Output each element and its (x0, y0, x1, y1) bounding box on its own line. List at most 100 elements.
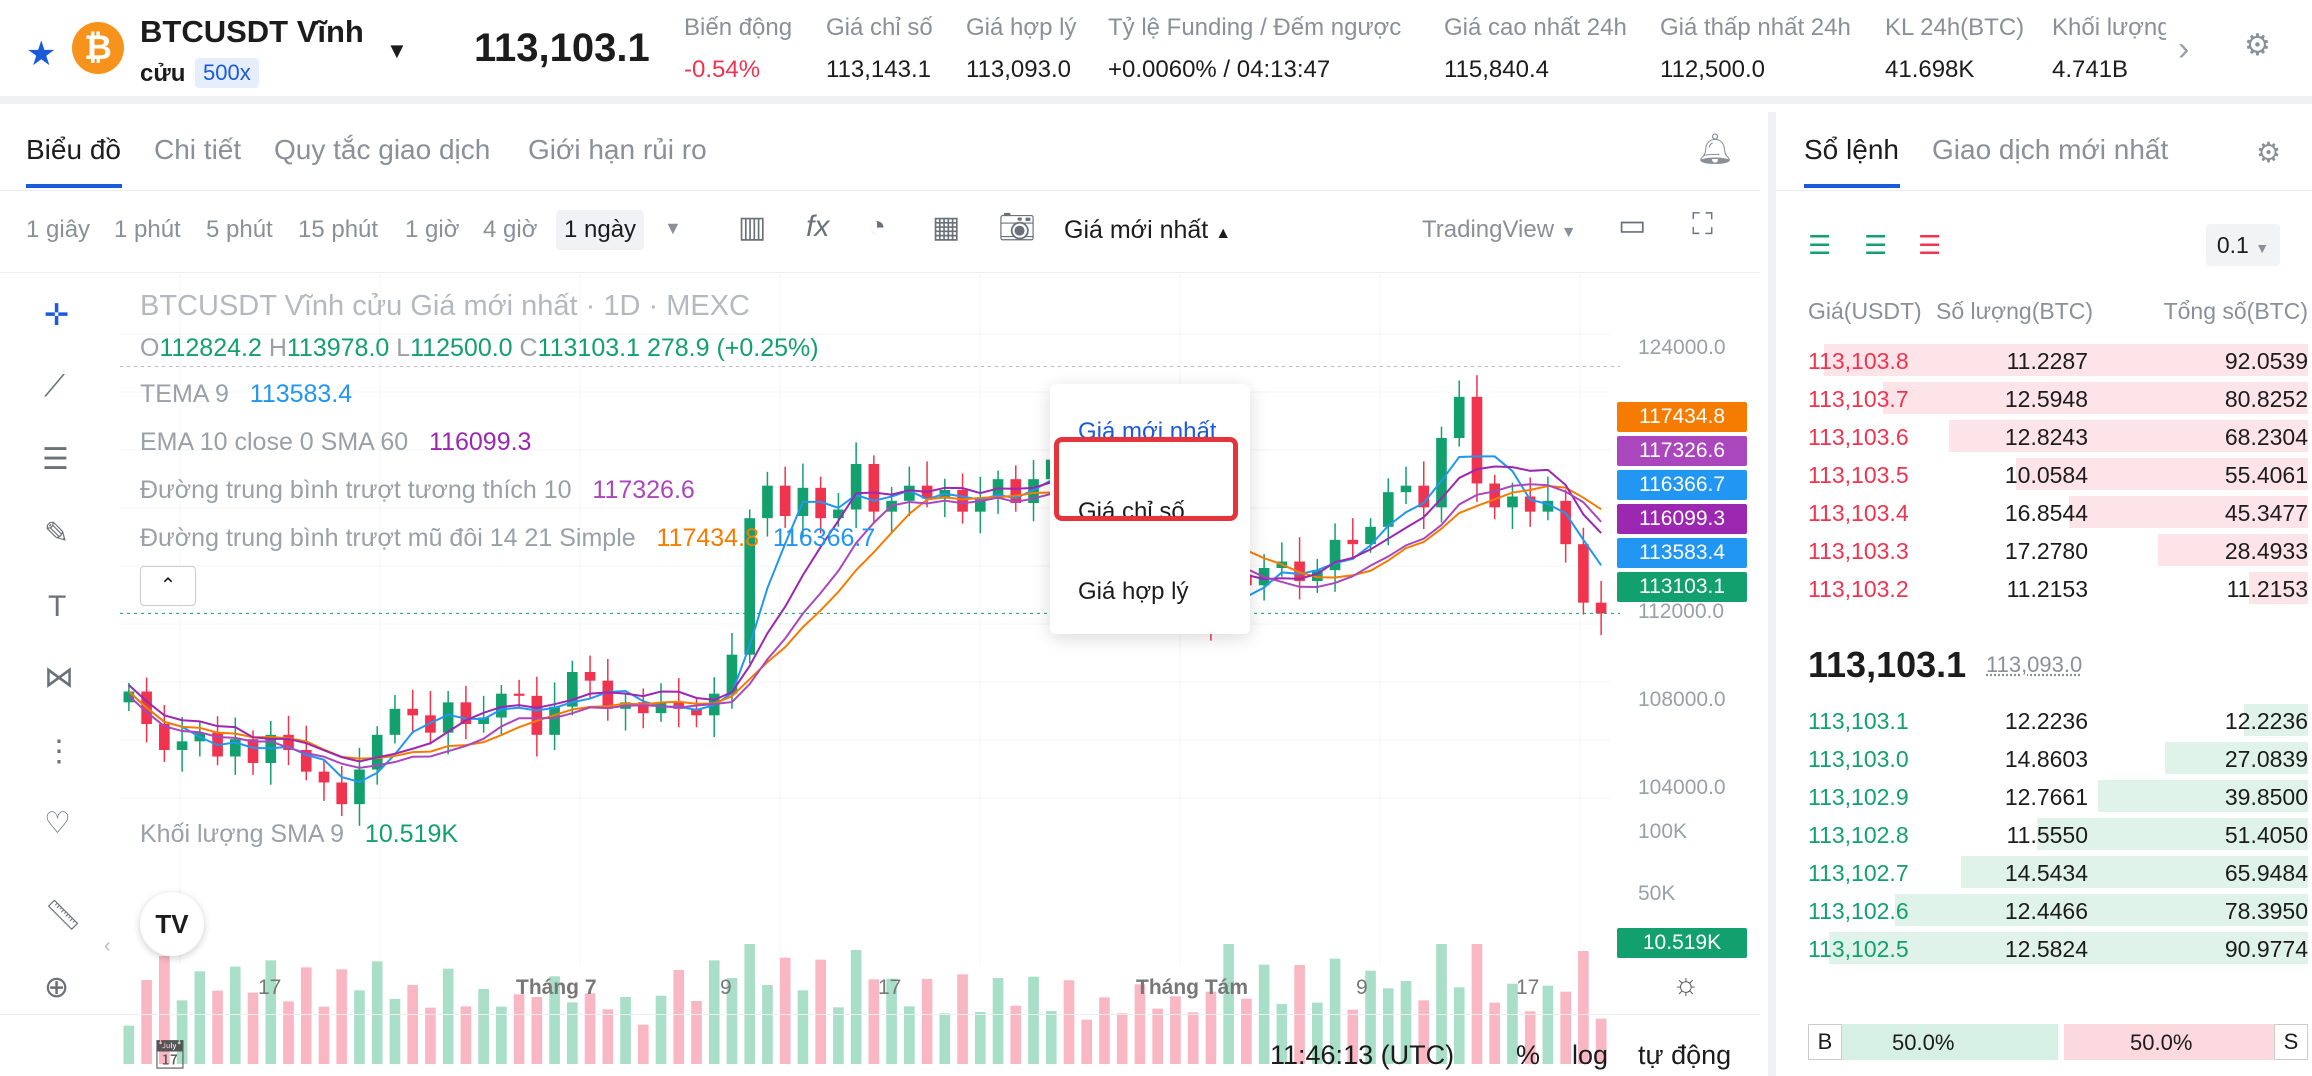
divider (1776, 190, 2312, 191)
text-tool-icon[interactable]: T (48, 590, 66, 624)
indicator-name: TEMA 9 (140, 380, 229, 408)
orderbook-row[interactable]: 113,103.0 14.8603 27.0839 (1808, 742, 2308, 774)
timeframe-4h[interactable]: 4 giờ (483, 216, 537, 244)
chart-settings-gear-icon[interactable]: ☼ (1672, 968, 1700, 1002)
orderbook-row[interactable]: 113,103.8 11.2287 92.0539 (1808, 344, 2308, 376)
pattern-icon[interactable]: ⋈ (44, 660, 74, 695)
caret-up-icon: ▲ (1215, 225, 1231, 242)
price-chart[interactable] (120, 274, 1760, 1064)
auto-scale-toggle[interactable]: tự động (1638, 1040, 1731, 1071)
volume-bar (638, 1025, 649, 1064)
fib-lines-icon[interactable]: ☰ (42, 442, 69, 477)
price-tag: 117326.6 (1617, 436, 1747, 466)
volume-bar (407, 985, 418, 1064)
percent-toggle[interactable]: % (1516, 1040, 1540, 1071)
settings-sliders-icon[interactable]: ⚙ (2244, 28, 2271, 63)
volume-tag: 10.519K (1617, 928, 1747, 958)
fullscreen-icon[interactable]: ⛶ (1692, 208, 1713, 242)
timeframe-1d[interactable]: 1 ngày (556, 210, 644, 250)
orderbook-row[interactable]: 113,102.6 12.4466 78.3950 (1808, 894, 2308, 926)
orderbook-row[interactable]: 113,103.7 12.5948 80.8252 (1808, 382, 2308, 414)
volume-bar (1241, 999, 1252, 1064)
orderbook-row[interactable]: 113,103.5 10.0584 55.4061 (1808, 458, 2308, 490)
dashboard-icon[interactable]: ◔ (868, 210, 886, 244)
y-tick: 104000.0 (1638, 776, 1726, 800)
view-bids-icon[interactable]: ☰ (1864, 230, 1887, 261)
ohlc-change: 278.9 (+0.25%) (647, 334, 819, 362)
tab-trading-rules[interactable]: Quy tắc giao dịch (274, 134, 490, 166)
price-type-selector[interactable]: Giá mới nhất ▲ (1064, 216, 1231, 245)
candle-body (390, 709, 401, 735)
timeframe-1m[interactable]: 1 phút (114, 216, 181, 244)
volume-bar (798, 990, 809, 1064)
tab-details[interactable]: Chi tiết (154, 134, 241, 166)
timeframe-1h[interactable]: 1 giờ (405, 216, 459, 244)
col-qty: Số lượng(BTC) (1936, 298, 2086, 325)
x-tick: 17 (1516, 976, 1539, 1000)
chevron-right-icon[interactable]: › (2178, 30, 2189, 69)
volume-bar (1223, 944, 1234, 1064)
indicators-fx-icon[interactable]: fx (806, 210, 829, 244)
tradingview-selector[interactable]: TradingView ▼ (1422, 216, 1577, 244)
ticker-header: ★ ₿ BTCUSDT Vĩnh cửu 500x ▼ 113,103.1 Bi… (0, 0, 2312, 104)
volume-bar (940, 1013, 951, 1064)
timeframe-1s[interactable]: 1 giây (26, 216, 90, 244)
trendline-icon[interactable]: ⟋ (44, 370, 65, 404)
timeframe-5m[interactable]: 5 phút (206, 216, 273, 244)
candle-body (957, 490, 968, 512)
leverage-badge[interactable]: 500x (195, 58, 259, 88)
ohlc-high: 113978.0 (287, 334, 389, 362)
symbol-name-line2[interactable]: cửu (140, 60, 185, 88)
candle-type-icon[interactable]: ▥ (738, 210, 766, 245)
orderbook-row[interactable]: 113,103.6 12.8243 68.2304 (1808, 420, 2308, 452)
precision-select[interactable]: 0.1 ▼ (2206, 224, 2280, 266)
utc-clock[interactable]: 11:46:13 (UTC) (1270, 1040, 1454, 1071)
volume-bar (1543, 986, 1554, 1064)
mark-price[interactable]: 113,093.0 (1986, 652, 2082, 678)
orderbook-row[interactable]: 113,103.3 17.2780 28.4933 (1808, 534, 2308, 566)
layout-grid-icon[interactable]: ▦ (932, 210, 960, 245)
log-toggle[interactable]: log (1572, 1040, 1608, 1071)
bell-icon[interactable]: 🔔︎ (1696, 132, 1734, 167)
collapse-legend-icon[interactable]: ⌃ (140, 566, 196, 606)
indicator-ema: EMA 10 close 0 SMA 60 116099.3 (140, 428, 531, 457)
ruler-icon[interactable]: 📏︎ (44, 898, 82, 933)
camera-icon[interactable]: 📷︎ (998, 210, 1036, 245)
favorite-star-icon[interactable]: ★ (26, 34, 56, 74)
orderbook-row[interactable]: 113,102.9 12.7661 39.8500 (1808, 780, 2308, 812)
orderbook-row[interactable]: 113,102.8 11.5550 51.4050 (1808, 818, 2308, 850)
window-icon[interactable]: ▭ (1618, 208, 1646, 243)
orderbook-row[interactable]: 113,103.4 16.8544 45.3477 (1808, 496, 2308, 528)
orderbook-row[interactable]: 113,102.7 14.5434 65.9484 (1808, 856, 2308, 888)
volume-bar (1188, 1012, 1199, 1064)
timeframe-15m[interactable]: 15 phút (298, 216, 378, 244)
forecast-icon[interactable]: ⋮ (44, 734, 74, 769)
symbol-name[interactable]: BTCUSDT Vĩnh (140, 14, 364, 50)
symbol-dropdown-icon[interactable]: ▼ (386, 38, 408, 64)
tab-risk-limits[interactable]: Giới hạn rủi ro (528, 134, 707, 166)
brush-icon[interactable]: ✎ (44, 516, 69, 551)
timeframe-more-icon[interactable]: ▼ (664, 218, 682, 239)
volume-bar (762, 985, 773, 1064)
candle-body (851, 464, 862, 510)
orderbook-settings-icon[interactable]: ⚙ (2256, 136, 2281, 169)
x-tick: Tháng Tám (1136, 976, 1248, 1000)
crosshair-icon[interactable]: ✛ (44, 298, 69, 333)
heart-icon[interactable]: ♡ (44, 806, 71, 841)
tab-orderbook[interactable]: Sổ lệnh (1804, 134, 1899, 166)
volume-bar (283, 1001, 294, 1064)
tab-recent-trades[interactable]: Giao dịch mới nhất (1932, 134, 2168, 166)
view-both-icon[interactable]: ☰ (1808, 230, 1831, 261)
dropdown-item-fair-price[interactable]: Giá hợp lý (1078, 578, 1188, 606)
row-total: 28.4933 (2136, 538, 2308, 565)
view-asks-icon[interactable]: ☰ (1918, 230, 1941, 261)
collapse-toolbar-icon[interactable]: ‹ (104, 935, 111, 958)
zoom-in-icon[interactable]: ⊕ (44, 970, 69, 1005)
indicator-tema: TEMA 9 113583.4 (140, 380, 352, 409)
stat-value: 41.698K (1885, 56, 1974, 84)
orderbook-row[interactable]: 113,103.2 11.2153 11.2153 (1808, 572, 2308, 604)
orderbook-row[interactable]: 113,102.5 12.5824 90.9774 (1808, 932, 2308, 964)
orderbook-row[interactable]: 113,103.1 12.2236 12.2236 (1808, 704, 2308, 736)
date-range-icon[interactable]: 📅︎ (152, 1038, 188, 1071)
tab-chart[interactable]: Biểu đồ (26, 134, 121, 166)
